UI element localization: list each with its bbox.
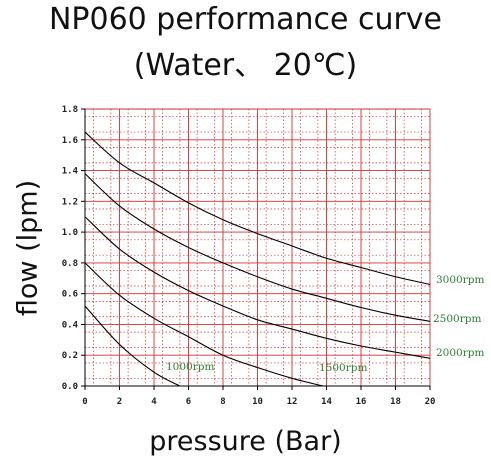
- curve-2500rpm: [84, 173, 431, 322]
- series-label-3000rpm: 3000rpm: [436, 274, 484, 286]
- series-label-2000rpm: 2000rpm: [436, 347, 484, 359]
- x-tick-label: 20: [425, 397, 436, 407]
- y-tick-label: 0.6: [62, 290, 78, 300]
- y-tick-label: 1.4: [62, 167, 79, 177]
- series-label-2500rpm: 2500rpm: [433, 313, 481, 325]
- y-tick-label: 0.4: [62, 320, 79, 330]
- x-tick-label: 6: [186, 397, 191, 407]
- curve-1000rpm: [84, 305, 181, 387]
- x-tick-label: 2: [117, 397, 122, 407]
- curve-1500rpm: [84, 262, 324, 387]
- chart-subtitle: (Water、 20℃): [133, 48, 358, 83]
- x-tick-label: 10: [252, 397, 263, 407]
- y-tick-label: 1.8: [62, 105, 78, 115]
- x-tick-label: 8: [220, 397, 225, 407]
- y-tick-label: 0.2: [62, 351, 78, 361]
- y-tick-label: 0.0: [62, 382, 78, 392]
- x-tick-label: 16: [356, 397, 367, 407]
- x-axis-label: pressure (Bar): [149, 426, 342, 457]
- x-tick-label: 18: [390, 397, 401, 407]
- x-tick-label: 14: [321, 397, 332, 407]
- y-tick-label: 1.2: [62, 197, 78, 207]
- series-label-1000rpm: 1000rpm: [166, 361, 214, 373]
- y-tick-label: 0.8: [62, 259, 78, 269]
- x-tick-label: 12: [287, 397, 298, 407]
- x-tick-label: 4: [151, 397, 157, 407]
- curve-3000rpm: [84, 131, 431, 285]
- curve-2000rpm: [84, 216, 431, 359]
- y-tick-label: 1.0: [62, 228, 78, 238]
- x-tick-label: 0: [82, 397, 87, 407]
- chart-title: NP060 performance curve: [48, 2, 443, 37]
- y-tick-label: 1.6: [62, 136, 78, 146]
- series-label-1500rpm: 1500rpm: [319, 362, 367, 374]
